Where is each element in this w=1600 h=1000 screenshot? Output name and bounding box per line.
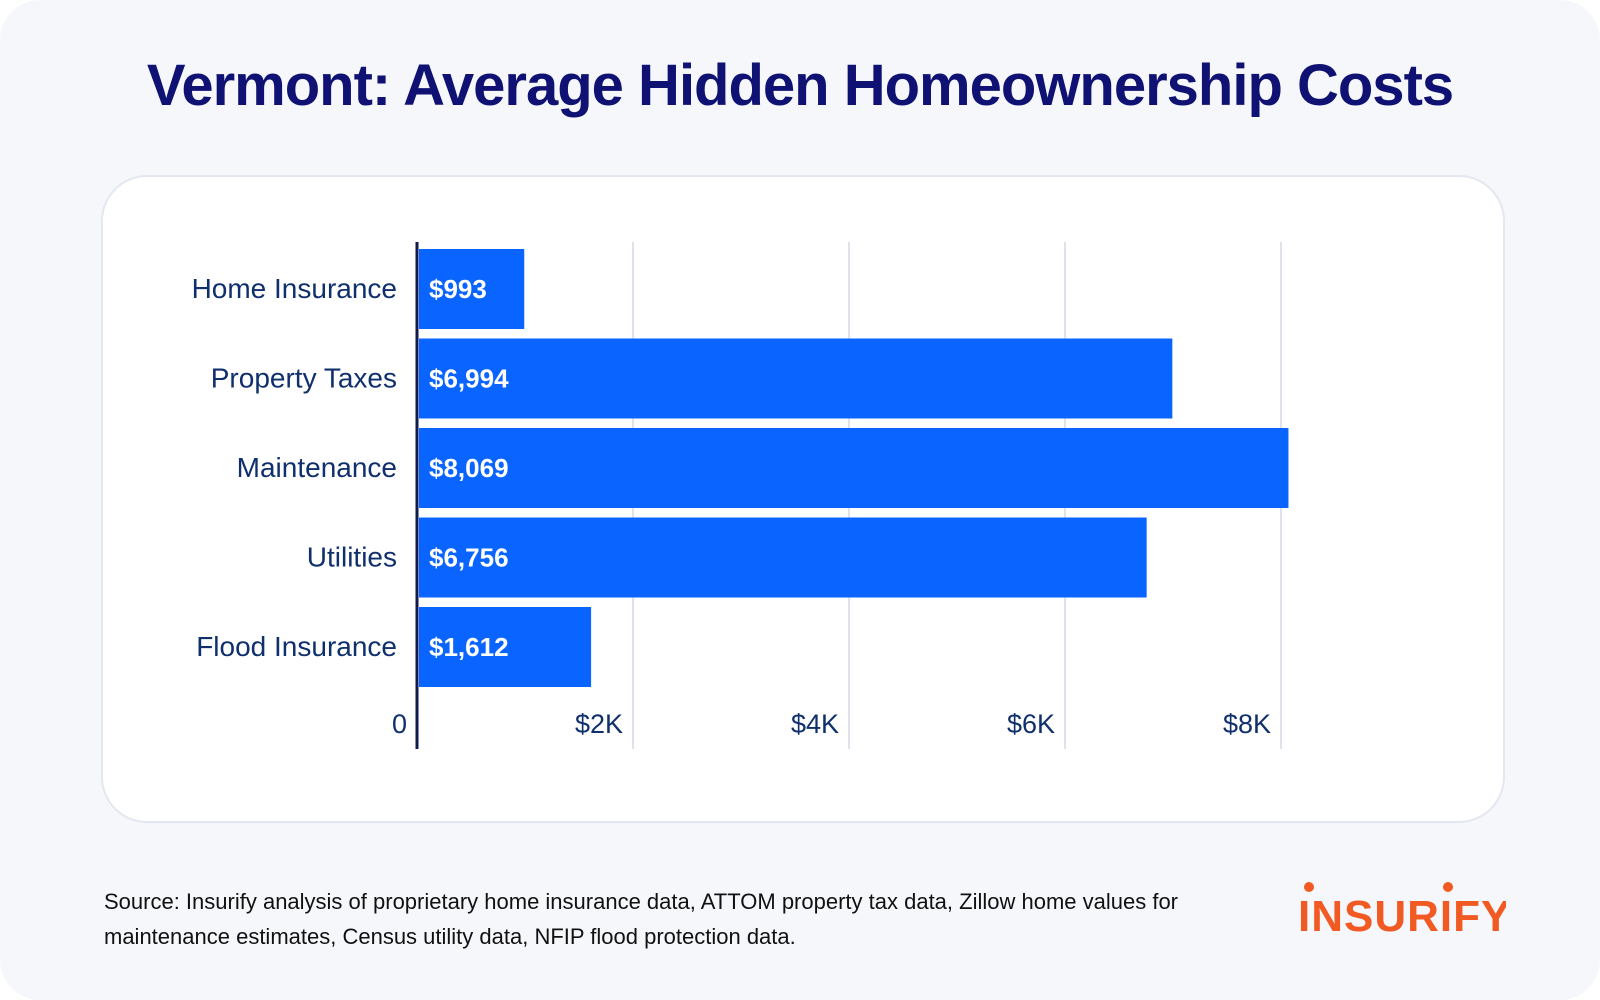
chart-title: Vermont: Average Hidden Homeownership Co… bbox=[146, 53, 1454, 118]
bar-value-label: $1,612 bbox=[429, 632, 509, 662]
source-note: Source: Insurify analysis of proprietary… bbox=[104, 889, 1179, 949]
logo-dot-left bbox=[1304, 882, 1314, 892]
bar-value-label: $6,756 bbox=[429, 543, 509, 573]
bar-chart: $993 Home Insurance $6,994 Property Taxes $8… bbox=[192, 242, 1289, 749]
category-label: Maintenance bbox=[237, 452, 397, 483]
category-label: Home Insurance bbox=[192, 273, 397, 304]
logo-dot-right bbox=[1443, 882, 1453, 892]
bar bbox=[419, 428, 1289, 508]
bar-value-label: $6,994 bbox=[429, 364, 509, 394]
chart-card: $993 Home Insurance $6,994 Property Taxes $8… bbox=[101, 175, 1505, 823]
logo-wordmark: INSURIFY bbox=[1298, 892, 1506, 936]
bar bbox=[419, 338, 1173, 419]
bar bbox=[419, 517, 1147, 598]
x-tick-label: $6K bbox=[1007, 709, 1055, 739]
x-tick-label: $8K bbox=[1223, 709, 1271, 739]
x-tick-label: $2K bbox=[575, 709, 623, 739]
bar bbox=[419, 607, 592, 687]
insurify-logo: INSURIFY bbox=[1298, 882, 1506, 936]
x-tick-label: 0 bbox=[392, 709, 407, 739]
x-tick-label: $4K bbox=[791, 709, 839, 739]
bar-value-label: $993 bbox=[429, 274, 487, 304]
category-label: Property Taxes bbox=[211, 363, 397, 394]
bar-value-label: $8,069 bbox=[429, 453, 509, 483]
category-label: Utilities bbox=[307, 542, 397, 573]
category-label: Flood Insurance bbox=[196, 631, 397, 662]
bar bbox=[419, 249, 525, 329]
